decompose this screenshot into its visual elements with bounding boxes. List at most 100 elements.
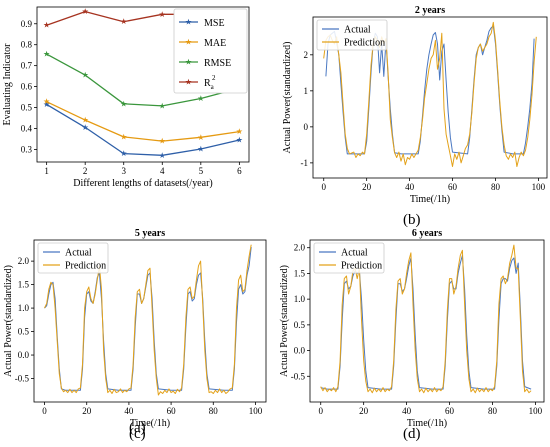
y-tick-label: 1.5 <box>294 268 306 278</box>
legend-marker: ★ <box>185 18 192 27</box>
y-tick-label: 0.8 <box>21 40 33 50</box>
data-point: ★ <box>82 7 89 16</box>
chart-title: 2 years <box>415 5 445 16</box>
x-tick-label: 100 <box>249 406 263 416</box>
x-tick-label: 80 <box>491 182 501 192</box>
y-axis-label: Evaluating Indicator <box>2 43 13 126</box>
y-tick-label: -1 <box>301 158 309 168</box>
chart-panel-c: 0 20 40 60 80 100 -0.5 0.0 0.5 1.0 1.5 2.0 Time(/1h)… <box>3 228 267 429</box>
legend-marker: ★ <box>185 38 192 47</box>
x-tick-label: 60 <box>167 406 177 416</box>
y-tick-label: 2.0 <box>294 243 306 253</box>
data-point: ★ <box>197 133 204 142</box>
series-line-rmse <box>46 53 240 107</box>
legend: Actual Prediction <box>313 242 385 274</box>
y-tick-label: 0.5 <box>21 103 33 113</box>
data-point: ★ <box>43 97 50 106</box>
x-axis-label: Time(/1h) <box>410 194 450 205</box>
y-tick-label: 0.9 <box>21 19 33 29</box>
y-tick-label: 1 <box>304 86 309 96</box>
data-point: ★ <box>82 116 89 125</box>
legend: ★ MSE ★ MAE ★ RMSE ★ Ra2 <box>173 8 248 94</box>
data-point: ★ <box>236 136 243 145</box>
x-tick-label: 3 <box>121 166 126 176</box>
x-tick-label: 0 <box>42 406 47 416</box>
legend-label: Prediction <box>344 38 385 49</box>
y-tick-label: 0.5 <box>18 327 30 337</box>
x-axis-label: Time(/1h) <box>407 418 447 429</box>
legend: Actual Prediction <box>316 19 388 51</box>
series-line-prediction <box>323 21 537 167</box>
panel-label-a: (a) <box>129 420 146 436</box>
y-tick-label: -0.5 <box>291 371 306 381</box>
plot-frame <box>36 6 250 163</box>
data-point: ★ <box>120 17 127 26</box>
x-tick-label: 40 <box>405 182 415 192</box>
x-tick-label: 2 <box>83 166 88 176</box>
x-tick-label: 40 <box>124 406 134 416</box>
x-tick-label: 60 <box>448 182 458 192</box>
y-tick-label: 2 <box>304 50 309 60</box>
x-tick-label: 1 <box>44 166 49 176</box>
x-tick-label: 100 <box>529 406 543 416</box>
plot-frame <box>312 16 548 179</box>
data-point: ★ <box>197 94 204 103</box>
data-point: ★ <box>43 21 50 30</box>
series-line-mae <box>46 101 240 142</box>
data-point: ★ <box>197 145 204 154</box>
legend-label: Prediction <box>65 261 106 272</box>
y-tick-label: 1.0 <box>18 303 30 313</box>
data-point: ★ <box>236 127 243 136</box>
x-tick-label: 60 <box>445 406 455 416</box>
data-point: ★ <box>82 71 89 80</box>
chart-panel-b: 0 20 40 60 80 100 -1 0 1 2 Time(/1h) Actual Power(s… <box>282 5 548 205</box>
chart-title: 6 years <box>412 228 442 239</box>
plot-frame <box>33 239 267 403</box>
data-point: ★ <box>159 137 166 146</box>
y-tick-label: 0.5 <box>294 320 306 330</box>
series-line-mse <box>46 103 240 156</box>
x-tick-label: 0 <box>318 406 323 416</box>
legend-label: RMSE <box>204 58 231 69</box>
chart-panel-a: 1 2 3 4 5 6 0.3 0.4 0.5 0.6 0.7 0.8 0.9 Different len… <box>2 6 250 189</box>
y-tick-label: 0.6 <box>21 82 33 92</box>
legend-label: Ra <box>204 78 215 91</box>
legend-marker: ★ <box>185 78 192 87</box>
plot-frame <box>309 239 545 403</box>
x-tick-label: 20 <box>359 406 369 416</box>
y-tick-label: 0.0 <box>18 350 30 360</box>
data-point: ★ <box>120 149 127 158</box>
legend-box <box>173 8 248 94</box>
y-axis-label: Actual Power(standardized) <box>282 42 293 154</box>
y-tick-label: 0.4 <box>21 123 33 133</box>
data-point: ★ <box>159 151 166 160</box>
series-line-prediction <box>44 244 252 396</box>
chart-title: 5 years <box>135 228 165 239</box>
data-point: ★ <box>159 10 166 19</box>
legend-label: MAE <box>204 38 226 49</box>
x-tick-label: 20 <box>82 406 92 416</box>
panel-label-b: (b) <box>403 212 421 228</box>
x-tick-label: 80 <box>488 406 498 416</box>
y-tick-label: 0.3 <box>21 144 33 154</box>
x-tick-label: 5 <box>199 166 204 176</box>
legend-label: Prediction <box>341 261 382 272</box>
legend-marker: ★ <box>185 58 192 67</box>
legend-label: Actual <box>344 25 371 36</box>
y-axis-label: Actual Power(standardized) <box>279 265 290 377</box>
legend-label: MSE <box>204 18 225 29</box>
y-tick-label: 0.7 <box>21 61 33 71</box>
x-tick-label: 6 <box>237 166 242 176</box>
y-tick-label: 1.5 <box>18 280 30 290</box>
data-point: ★ <box>120 132 127 141</box>
panel-label-d: (d) <box>403 426 421 442</box>
legend-superscript: 2 <box>212 74 216 82</box>
legend: Actual Prediction <box>37 242 109 274</box>
y-tick-label: 2.0 <box>18 256 30 266</box>
x-tick-label: 80 <box>209 406 219 416</box>
data-point: ★ <box>159 101 166 110</box>
data-point: ★ <box>43 50 50 59</box>
x-axis-label: Time(/1h) <box>130 418 170 429</box>
x-tick-label: 0 <box>321 182 326 192</box>
